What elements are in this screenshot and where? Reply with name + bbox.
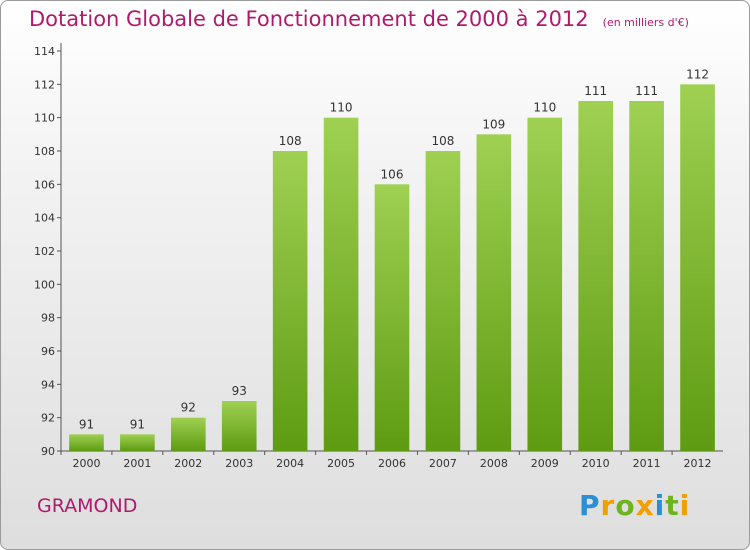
chart-unit: (en milliers d'€) [602, 16, 689, 29]
bar [272, 151, 308, 451]
x-tick-label: 2012 [684, 457, 712, 470]
x-tick-label: 2008 [480, 457, 508, 470]
y-tick-label: 100 [34, 278, 55, 291]
bar [323, 117, 359, 452]
chart-bars: 91 91 92 93 108 110 106 108 109 110 111 111 112 [69, 67, 715, 452]
y-tick-label: 98 [41, 312, 55, 325]
logo-letter: o [615, 489, 636, 522]
y-tick-label: 92 [41, 412, 55, 425]
bar [527, 117, 563, 452]
bar-value-label: 111 [635, 84, 658, 98]
bar-value-label: 91 [79, 417, 94, 431]
bar [425, 151, 461, 451]
bar-value-label: 110 [533, 101, 556, 115]
logo-letter: r [600, 489, 616, 522]
y-tick-label: 110 [34, 112, 55, 125]
bar [680, 84, 715, 451]
logo-letter: i [679, 489, 691, 522]
y-tick-label: 112 [34, 78, 55, 91]
chart-title: Dotation Globale de Fonctionnement de 20… [29, 7, 689, 31]
x-tick-label: 2003 [225, 457, 253, 470]
chart-axes: 90 92 94 96 98 100 102 104 106 108 110 112 114 2000 20… [34, 43, 723, 470]
bar-value-label: 109 [482, 117, 505, 131]
bar [120, 434, 155, 451]
x-tick-label: 2000 [72, 457, 100, 470]
place-name: GRAMOND [37, 495, 138, 517]
y-tick-label: 114 [34, 45, 55, 58]
y-tick-label: 96 [41, 345, 55, 358]
y-tick-label: 94 [41, 378, 55, 391]
proxiti-logo: Proxiti [579, 489, 690, 522]
x-tick-label: 2002 [174, 457, 202, 470]
y-tick-label: 104 [34, 212, 55, 225]
bar-value-label: 108 [431, 134, 454, 148]
bar [578, 101, 614, 451]
x-tick-label: 2001 [123, 457, 151, 470]
bar [221, 401, 257, 451]
y-tick-label: 106 [34, 178, 55, 191]
bar-value-label: 111 [584, 84, 607, 98]
bar [476, 134, 512, 452]
y-tick-label: 102 [34, 245, 55, 258]
logo-letter: P [579, 489, 601, 522]
bar-value-label: 112 [686, 67, 709, 81]
x-tick-label: 2004 [276, 457, 304, 470]
bar-value-label: 110 [330, 101, 353, 115]
y-tick-label: 108 [34, 145, 55, 158]
x-tick-label: 2006 [378, 457, 406, 470]
bar [629, 101, 664, 451]
bar-value-label: 108 [279, 134, 302, 148]
bar [374, 184, 410, 452]
y-tick-label: 90 [41, 445, 55, 458]
logo-letter: x [635, 489, 655, 522]
bar [170, 417, 206, 451]
x-tick-label: 2011 [633, 457, 661, 470]
bar-value-label: 92 [181, 401, 196, 415]
x-tick-label: 2010 [582, 457, 610, 470]
x-tick-label: 2009 [531, 457, 559, 470]
bar-value-label: 91 [130, 417, 145, 431]
x-tick-label: 2007 [429, 457, 457, 470]
chart-title-text: Dotation Globale de Fonctionnement de 20… [29, 7, 589, 31]
x-tick-label: 2005 [327, 457, 355, 470]
bar [69, 434, 104, 451]
bar-value-label: 106 [381, 167, 404, 181]
logo-letter: t [665, 489, 680, 522]
logo-letter: i [654, 489, 666, 522]
bar-value-label: 93 [232, 384, 247, 398]
